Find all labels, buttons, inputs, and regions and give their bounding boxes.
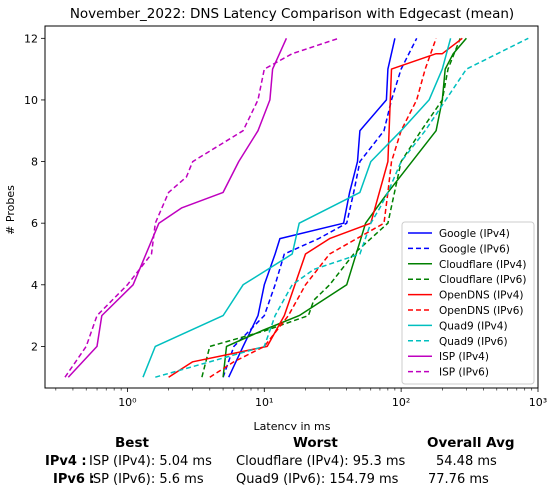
series-line-quad9-ipv4 <box>142 38 452 378</box>
legend-label-4: OpenDNS (IPv4) <box>439 290 524 302</box>
legend: Google (IPv4) Google (IPv6) Cloudflare (IP… <box>401 221 535 385</box>
ipv4-best: ISP (IPv4): 5.04 ms <box>89 454 212 469</box>
series-line-opendns-ipv4 <box>168 37 463 378</box>
y-tick-label-3: 8 <box>31 156 38 169</box>
overall-avg-header: Overall Avg <box>427 435 515 451</box>
ipv6-best: ISP (IPv6): 5.6 ms <box>89 472 204 487</box>
legend-label-7: Quad9 (IPv6) <box>439 336 508 348</box>
ipv4-worst: Cloudflare (IPv4): 95.3 ms <box>236 454 406 469</box>
axis-ticks: 10⁰ 10¹ 10² 10³ 2 4 6 8 10 12 <box>24 32 547 409</box>
chart-title: November_2022: DNS Latency Comparison wi… <box>70 6 514 22</box>
ipv6-row-label: IPv6 : <box>53 472 95 487</box>
legend-box <box>401 221 535 385</box>
x-tick-label-1: 10¹ <box>255 396 273 409</box>
x-tick-label-3: 10³ <box>529 396 547 409</box>
x-axis-label: Latency in ms <box>254 420 331 430</box>
ipv4-avg: 54.48 ms <box>436 454 497 469</box>
latency-chart: 10⁰ 10¹ 10² 10³ 2 4 6 8 10 12 November_2022: DNS … <box>4 6 547 430</box>
series-line-google-ipv6 <box>222 37 418 378</box>
summary-table: Best Worst Overall Avg IPv4 : ISP (IPv4)… <box>0 430 548 494</box>
ipv6-avg: 77.76 ms <box>428 472 489 487</box>
best-header: Best <box>115 435 149 451</box>
legend-label-3: Cloudflare (IPv6) <box>439 274 526 286</box>
series-layer <box>64 37 529 378</box>
legend-label-2: Cloudflare (IPv4) <box>439 259 526 271</box>
legend-label-0: Google (IPv4) <box>439 228 510 240</box>
legend-label-8: ISP (IPv4) <box>439 351 489 363</box>
series-line-isp-ipv4 <box>67 37 288 378</box>
legend-label-9: ISP (IPv6) <box>439 367 489 379</box>
y-tick-label-2: 6 <box>31 217 38 230</box>
ipv4-row-label: IPv4 : <box>45 454 87 469</box>
plot-frame <box>44 25 539 389</box>
x-tick-label-0: 10⁰ <box>118 396 137 409</box>
series-line-quad9-ipv6 <box>155 37 529 378</box>
ipv6-worst: Quad9 (IPv6): 154.79 ms <box>236 472 399 487</box>
worst-header: Worst <box>293 435 338 451</box>
series-line-cloudflare-ipv6 <box>201 38 461 378</box>
series-line-google-ipv4 <box>228 38 396 378</box>
legend-label-1: Google (IPv6) <box>439 243 510 255</box>
legend-label-6: Quad9 (IPv4) <box>439 320 508 332</box>
x-tick-label-2: 10² <box>392 396 410 409</box>
y-tick-label-0: 2 <box>31 340 38 353</box>
y-tick-label-5: 12 <box>24 32 38 45</box>
y-axis-label: # Probes <box>4 185 17 235</box>
y-tick-label-4: 10 <box>24 94 38 107</box>
y-tick-label-1: 4 <box>31 279 38 292</box>
legend-label-5: OpenDNS (IPv6) <box>439 305 524 317</box>
series-line-isp-ipv6 <box>64 37 339 378</box>
